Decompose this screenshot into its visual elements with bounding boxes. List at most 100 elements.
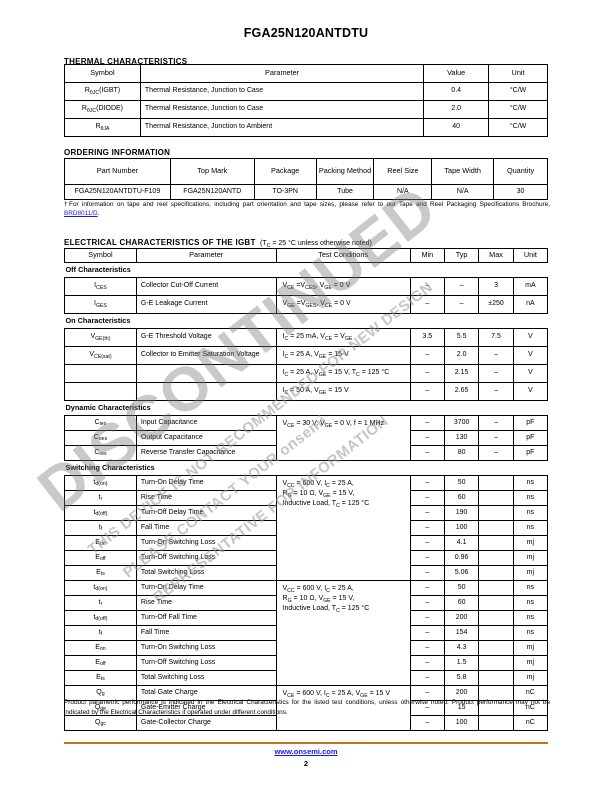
- cell-unit: V: [512, 346, 549, 365]
- table-row: Ets Total Switching Loss –5.8 mj: [64, 670, 549, 686]
- cell-unit: mj: [512, 550, 549, 566]
- cell-min: –: [409, 670, 445, 686]
- cell-max: –: [478, 445, 514, 461]
- cell-unit: mj: [512, 565, 549, 581]
- cell-typ: 5.8: [443, 670, 480, 686]
- cell-max: [478, 625, 514, 641]
- cell-max: –: [478, 415, 514, 431]
- table-row: Eoff Turn-Off Switching Loss –1.5 mj: [64, 655, 549, 671]
- table-header-row: Part Number Top Mark Package Packing Met…: [64, 158, 548, 185]
- cell-unit: °C/W: [488, 118, 548, 137]
- cell-typ: 4.1: [443, 535, 480, 551]
- col-package: Package: [253, 158, 317, 185]
- cell-parameter: Collector to Emitter Saturation Voltage: [135, 346, 277, 365]
- electrical-heading: ELECTRICAL CHARACTERISTICS OF THE IGBT (…: [64, 238, 372, 249]
- cell-parameter: Output Capacitance: [135, 430, 277, 446]
- cell-typ: 60: [443, 490, 480, 506]
- cell-max: –: [478, 430, 514, 446]
- cell-test-conditions: IC = 25 A, VGE = 15 V, TC = 125 °C: [275, 364, 411, 383]
- col-max: Max: [478, 248, 514, 263]
- cell-symbol: VGE(th): [64, 328, 137, 347]
- cell-parameter: Turn-On Switching Loss: [135, 535, 277, 551]
- cell-unit: ns: [512, 595, 549, 611]
- electrical-bottom-note: Product parametric performance is indica…: [64, 699, 550, 716]
- cell-typ: –: [443, 295, 480, 314]
- cell-max: [478, 580, 514, 596]
- group-label: Switching Characteristics: [64, 460, 548, 476]
- cell-min: –: [409, 640, 445, 656]
- cell-typ: 2.65: [443, 382, 480, 401]
- cell-typ: 190: [443, 505, 480, 521]
- table-row: tr Rise Time –60 ns: [64, 490, 549, 506]
- cell-max: [478, 640, 514, 656]
- col-packing-method: Packing Method: [315, 158, 375, 185]
- cell-typ: 1.5: [443, 655, 480, 671]
- cell-min: 3.5: [409, 328, 445, 347]
- onsemi-website-link[interactable]: www.onsemi.com: [274, 747, 338, 756]
- cell-test-conditions: VCE =VCES, VGE = 0 V: [275, 277, 411, 296]
- col-reel-size: Reel Size: [373, 158, 433, 185]
- col-parameter: Parameter: [139, 64, 425, 83]
- cell-parameter: Gate-Collector Charge: [135, 715, 277, 731]
- table-row: FGA25N120ANTDTU-F109 FGA25N120ANTD TO-3PN T…: [64, 184, 548, 200]
- footnote-text-pre: †For information on tape and reel specif…: [64, 201, 550, 208]
- cell-typ: 3700: [443, 415, 480, 431]
- table-header-row: Symbol Parameter Test Conditions Min Typ…: [64, 248, 549, 263]
- table-header-row: Symbol Parameter Value Unit: [64, 64, 548, 83]
- thermal-characteristics-table: Symbol Parameter Value Unit RθJC(IGBT) Th…: [64, 64, 548, 137]
- cell-symbol: VCE(sat): [64, 346, 137, 365]
- table-row: VCE(sat) Collector to Emitter Saturation …: [64, 346, 549, 365]
- cell-min: –: [409, 430, 445, 446]
- cell-min: –: [409, 550, 445, 566]
- cell-unit: mj: [512, 655, 549, 671]
- col-symbol: Symbol: [64, 64, 141, 83]
- table-row: RθJC(IGBT) Thermal Resistance, Junction t…: [64, 82, 548, 101]
- cell-max: [478, 475, 514, 491]
- cell-parameter: Thermal Resistance, Junction to Case: [139, 82, 425, 101]
- cell-symbol: IGES: [64, 295, 137, 314]
- cell-parameter: Rise Time: [135, 490, 277, 506]
- cell-symbol: Coes: [64, 430, 137, 446]
- cell-unit: ns: [512, 505, 549, 521]
- table-row: Cres Reverse Transfer Capacitance –80– pF: [64, 445, 549, 461]
- cell-part-number: FGA25N120ANTDTU-F109: [64, 184, 171, 200]
- cell-max: [478, 715, 514, 731]
- group-heading-row: Switching Characteristics: [64, 460, 548, 476]
- cell-typ: 130: [443, 430, 480, 446]
- cell-parameter: Turn-On Delay Time: [135, 580, 277, 596]
- cell-min: –: [409, 520, 445, 536]
- cell-value: 40: [423, 118, 490, 137]
- cell-max: 3: [478, 277, 514, 296]
- cell-symbol: ICES: [64, 277, 137, 296]
- cell-parameter: Reverse Transfer Capacitance: [135, 445, 277, 461]
- cell-unit: pF: [512, 430, 549, 446]
- cell-package: TO-3PN: [253, 184, 317, 200]
- footer-divider: [64, 742, 548, 744]
- cell-symbol: Ets: [64, 565, 137, 581]
- cell-unit: V: [512, 382, 549, 401]
- brd8011d-link[interactable]: BRD8011/D: [64, 210, 98, 218]
- col-top-mark: Top Mark: [169, 158, 255, 185]
- cell-parameter: Collector Cut-Off Current: [135, 277, 277, 296]
- cell-min: –: [409, 415, 445, 431]
- cell-value: 2.0: [423, 100, 490, 119]
- cell-min: –: [409, 346, 445, 365]
- cell-typ: 50: [443, 475, 480, 491]
- cell-symbol: tr: [64, 595, 137, 611]
- cell-typ: 100: [443, 715, 480, 731]
- cell-symbol: RθJC(DIODE): [64, 100, 141, 119]
- ordering-heading: ORDERING INFORMATION: [64, 148, 171, 157]
- cell-parameter: Input Capacitance: [135, 415, 277, 431]
- cell-max: [478, 565, 514, 581]
- cell-unit: mj: [512, 670, 549, 686]
- table-row: Eon Turn-On Switching Loss –4.3 mj: [64, 640, 549, 656]
- cell-max: 7.5: [478, 328, 514, 347]
- col-quantity: Quantity: [493, 158, 548, 185]
- cell-max: [478, 655, 514, 671]
- table-row: tr Rise Time –60 ns: [64, 595, 549, 611]
- cell-min: –: [409, 625, 445, 641]
- cell-tape-width: N/A: [431, 184, 495, 200]
- cell-typ: 50: [443, 580, 480, 596]
- cell-unit: ns: [512, 490, 549, 506]
